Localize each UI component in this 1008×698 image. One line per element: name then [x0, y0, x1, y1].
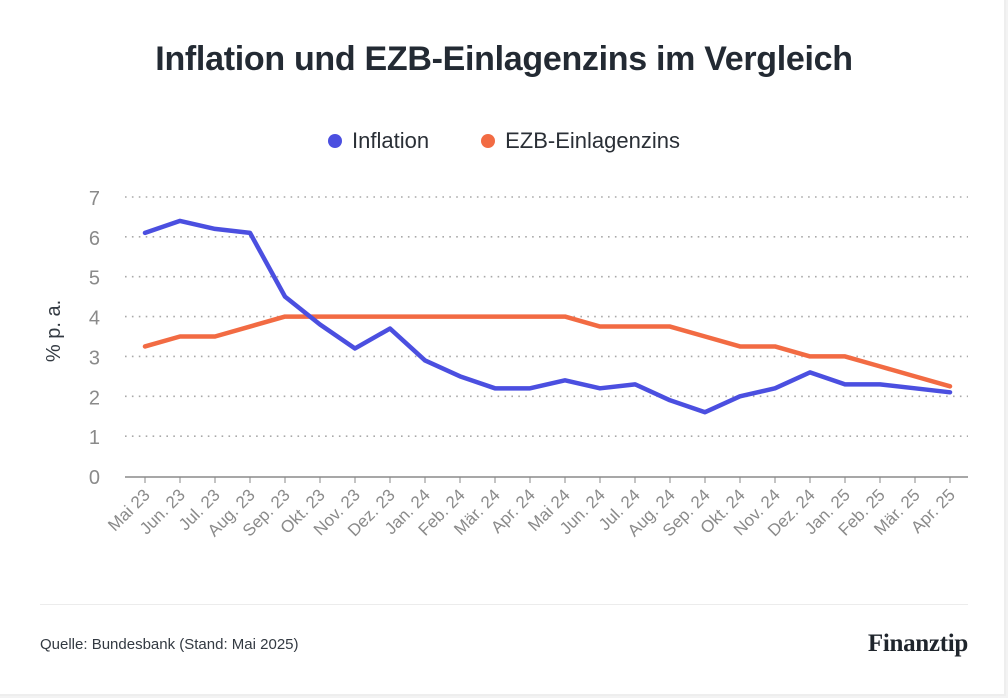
legend-dot-inflation-icon [328, 134, 343, 148]
legend-label: Inflation [352, 128, 430, 153]
x-axis [125, 476, 968, 483]
y-tick-label: 2 [89, 387, 100, 409]
series-line-inflation [142, 218, 953, 415]
y-tick-label: 6 [89, 228, 100, 250]
legend-item-inflation[interactable]: Inflation [328, 128, 429, 154]
legend-dot-ezb-icon [481, 134, 496, 148]
legend: Inflation EZB-Einlagenzins [0, 128, 1008, 154]
source-note: Quelle: Bundesbank (Stand: Mai 2025) [40, 636, 299, 653]
y-axis-ticks: 0 1 2 3 4 5 6 7 [89, 188, 100, 489]
series-line-ezb-einlagenzins [142, 314, 953, 389]
y-tick-label: 5 [89, 268, 100, 290]
legend-label: EZB-Einlagenzins [505, 128, 680, 153]
footer-divider [40, 604, 968, 605]
chart-title: Inflation und EZB-Einlagenzins im Vergle… [155, 40, 853, 78]
series-lines [142, 218, 953, 415]
y-tick-label: 7 [89, 188, 100, 210]
y-axis-label: % p. a. [43, 300, 65, 362]
y-tick-label: 1 [89, 427, 100, 449]
y-tick-label: 3 [89, 347, 100, 369]
legend-item-ezb[interactable]: EZB-Einlagenzins [481, 128, 680, 154]
y-tick-label: 4 [89, 308, 100, 330]
brand-logo: Finanztip [867, 630, 968, 657]
y-tick-label: 0 [89, 467, 100, 489]
